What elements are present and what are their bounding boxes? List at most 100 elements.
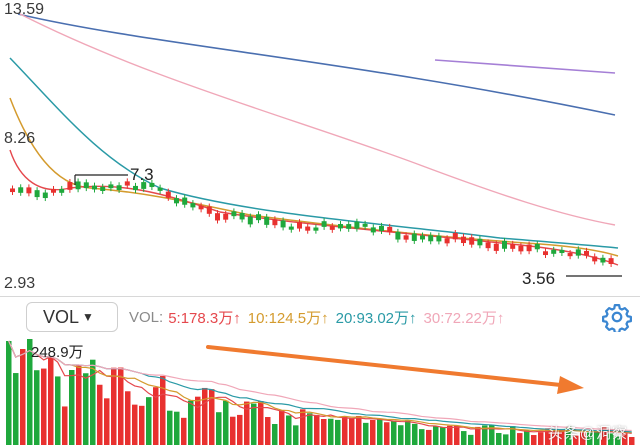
candle-body [215,213,220,221]
volume-bar [34,370,40,445]
candle-body [567,253,573,257]
volume-bar [601,427,607,445]
candle-body [256,214,261,221]
volume-bar [272,424,278,445]
candle-body [370,227,376,233]
panel-divider [0,296,640,297]
volume-bar [41,368,47,445]
price-chart [9,13,622,277]
volume-bar [377,419,383,445]
indicator-dropdown-label: VOL [43,306,80,327]
candle-body [592,256,598,262]
volume-bar [321,418,327,445]
candle-body [575,249,581,256]
volume-bar [125,391,131,445]
candle-body [92,185,97,190]
candle-body [149,182,155,188]
vol-ma10-line [8,340,632,434]
candle-body [26,187,32,194]
candle-body [559,249,565,254]
volume-chart [6,339,635,445]
candle-body [42,192,48,199]
candle-body [321,221,327,227]
gear-icon[interactable] [602,302,632,332]
volume-bar [531,435,537,445]
candle-body [534,243,540,250]
candle-body [543,251,548,256]
candle-body [157,187,163,191]
volume-bar [447,425,453,445]
volume-indicator-bar: VOL ▼ VOL: 5:178.3万↑ 10:124.5万↑ 20:93.02… [0,299,640,335]
volume-bar [426,429,432,445]
candle-body [116,185,122,191]
candle-body [133,185,138,191]
volume-bar [104,398,110,445]
volume-bar [265,417,271,445]
candle-body [239,213,245,220]
indicator-dropdown[interactable]: VOL ▼ [26,302,118,332]
candle-body [608,258,614,265]
candle-body [264,216,270,225]
candle-body [387,226,393,233]
volume-bar [174,411,180,445]
watermark-text: 头条@洞察 [547,425,628,442]
candle-body [461,236,466,244]
ma10-line [9,97,619,257]
candle-body [51,188,56,193]
volume-bar [244,401,250,445]
vol-ma5-readout: 5:178.3万↑ [168,309,241,327]
volume-bar [83,373,89,445]
volume-bar [314,414,320,445]
volume-bar [503,434,509,445]
candle-body [18,187,24,193]
candle-body [59,188,65,193]
candle-body [280,220,286,228]
volume-bar [629,436,635,445]
volume-bar [237,414,243,445]
volume-bar [538,432,544,445]
volume-bar [69,370,75,445]
volume-bar [482,425,488,445]
volume-bar [461,431,467,445]
candle-body [108,184,114,189]
volume-bar [188,400,194,445]
volume-bar [363,422,369,445]
trend-arrow-shaft [206,345,572,388]
candle-body [469,237,475,245]
volume-bar [524,430,530,445]
volume-bar [90,359,96,445]
volume-bar [342,416,348,445]
volume-ma-readout: VOL: 5:178.3万↑ 10:124.5万↑ 20:93.02万↑ 30:… [129,307,511,328]
candle-body [420,235,425,240]
candle-body [288,226,294,230]
vol-ma10-readout: 10:124.5万↑ [247,309,329,327]
candle-body [231,211,237,217]
volume-bar [594,432,600,445]
volume-bar [293,425,299,445]
candle-body [411,233,417,241]
volume-bar [97,384,103,445]
ma60-line [17,13,616,116]
volume-bar [286,415,292,445]
vol-ma30-readout: 30:72.22万↑ [423,309,505,327]
volume-bar [251,403,257,445]
candle-body [510,243,516,249]
volume-bar [552,428,558,445]
price-axis-max-label: 13.59 [4,1,45,18]
candle-body [551,249,557,254]
candle-body [526,244,532,252]
volume-bar [468,434,474,445]
candle-body [10,188,15,193]
volume-bar [13,373,19,445]
trend-arrow-head [557,376,584,394]
volume-bar [622,432,628,445]
candle-body [379,225,384,231]
volume-bar [139,405,145,445]
candle-body [83,182,89,189]
candle-body [395,231,401,240]
volume-bar [328,418,334,445]
volume-bar [580,432,586,445]
candle-body [493,243,499,251]
low-price-callout: 3.56 [522,269,556,288]
volume-max-label: 248.9万 [31,344,84,361]
